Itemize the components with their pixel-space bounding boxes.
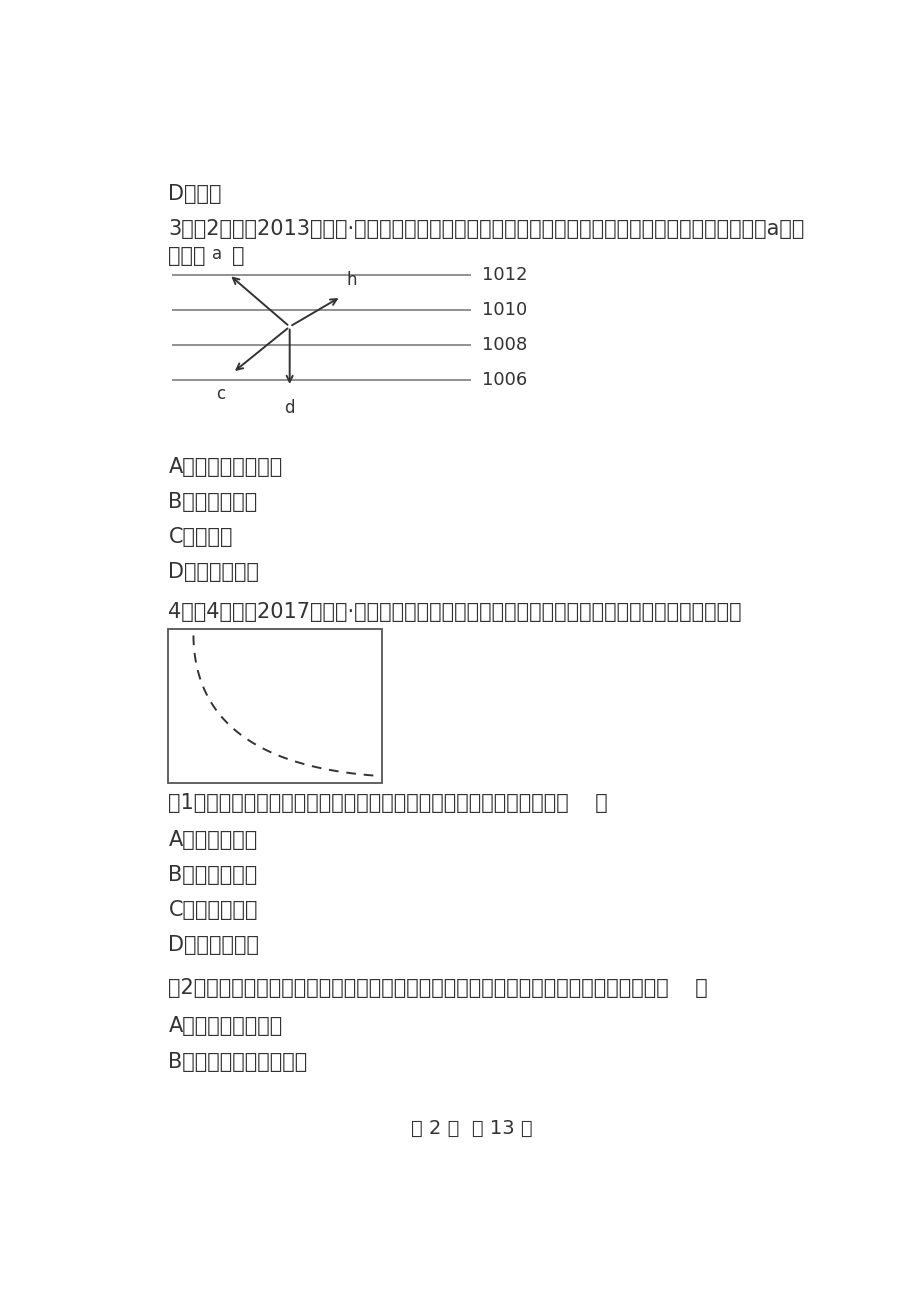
Text: c: c [216, 385, 225, 402]
Text: 的是（    ）: 的是（ ） [168, 246, 244, 267]
Text: D．东北、东南: D．东北、东南 [168, 935, 259, 956]
Text: A．东南、西南: A．东南、西南 [168, 829, 257, 850]
Text: a: a [211, 245, 221, 263]
Text: A．暴雨和冰雹天气: A．暴雨和冰雹天气 [168, 1017, 282, 1036]
Text: 1008: 1008 [482, 336, 527, 354]
Text: h: h [346, 271, 357, 289]
Text: （1）若槽线西北端气压低于东南端，则槽线东北和西南的风向分别为（    ）: （1）若槽线西北端气压低于东南端，则槽线东北和西南的风向分别为（ ） [168, 793, 607, 812]
Text: 1006: 1006 [482, 371, 527, 389]
Text: C．摩擦力: C．摩擦力 [168, 527, 233, 547]
Text: A．水平气压梯度力: A．水平气压梯度力 [168, 457, 282, 477]
Text: d: d [284, 398, 295, 417]
Text: D．西南: D．西南 [168, 185, 221, 204]
Text: B．扬沙或者沙尘暴天气: B．扬沙或者沙尘暴天气 [168, 1052, 307, 1072]
Text: 1012: 1012 [482, 266, 528, 284]
Bar [168, 629, 382, 783]
Text: C．西北、东南: C．西北、东南 [168, 900, 257, 921]
Text: D．近地面风向: D．近地面风向 [168, 562, 259, 582]
Text: B．地转偏向力: B．地转偏向力 [168, 492, 257, 512]
Text: 4．（4分）（2017高三上·吉林月考）下图中的虚线为北半球中纬地区的低压槽线。读图回答题。: 4．（4分）（2017高三上·吉林月考）下图中的虚线为北半球中纬地区的低压槽线。… [168, 603, 742, 622]
Text: 1010: 1010 [482, 301, 527, 319]
Text: 第 2 页  共 13 页: 第 2 页 共 13 页 [410, 1118, 532, 1138]
Text: （2）若槽线西北端气压高于东南端，该类槽线夏天出现在我国华北地区时，最可能出现（    ）: （2）若槽线西北端气压高于东南端，该类槽线夏天出现在我国华北地区时，最可能出现（… [168, 978, 708, 999]
Text: B．西南、东北: B．西南、东北 [168, 865, 257, 885]
Text: 3．（2分）（2013高一上·宁强月考）如图为北半球近地面某气压场中的受力平衡的风向图，图中字母a代表: 3．（2分）（2013高一上·宁强月考）如图为北半球近地面某气压场中的受力平衡的… [168, 220, 804, 240]
